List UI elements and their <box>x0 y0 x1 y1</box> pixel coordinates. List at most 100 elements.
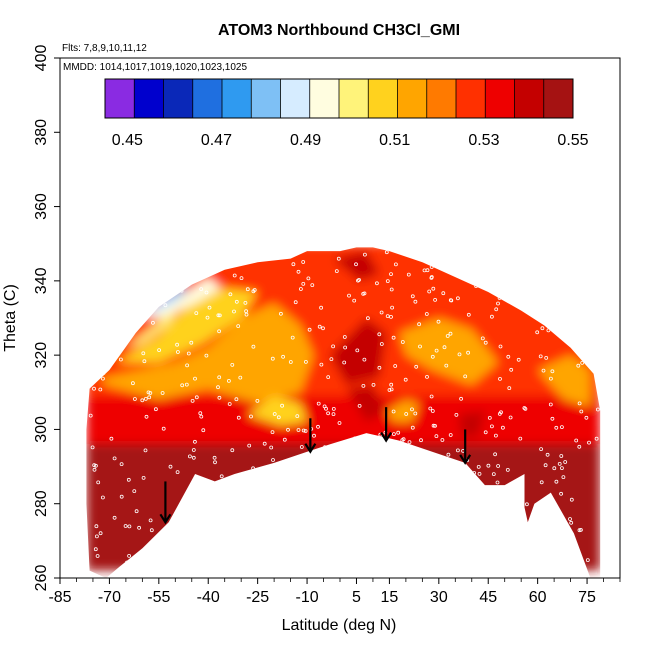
sample-point-marker <box>189 340 194 345</box>
arrow-group <box>159 407 472 525</box>
sample-point-marker <box>545 452 550 457</box>
sample-point-marker <box>239 276 244 281</box>
colorbar-swatch <box>309 79 340 118</box>
sample-point-marker <box>417 322 422 327</box>
colorbar-tick-label: 0.49 <box>290 132 321 149</box>
sample-point-marker <box>163 303 168 308</box>
sample-point-marker <box>282 437 287 442</box>
sample-point-marker <box>384 250 389 255</box>
sample-point-marker <box>393 364 398 368</box>
x-tick-label: -55 <box>147 589 170 606</box>
sample-point-marker <box>337 421 342 425</box>
sample-point-marker <box>217 329 222 334</box>
y-axis-label: Theta (C) <box>2 284 19 352</box>
x-tick-label: 75 <box>578 589 596 606</box>
sample-point-marker <box>362 291 367 296</box>
sample-point-marker <box>385 314 390 319</box>
colorbar-swatch <box>514 79 545 118</box>
sample-point-marker <box>387 388 392 392</box>
arrow-head <box>159 513 172 525</box>
sample-point-marker <box>278 311 283 316</box>
sample-point-marker <box>331 412 336 417</box>
sample-point-marker <box>193 376 197 381</box>
sample-point-marker <box>148 391 153 395</box>
sample-point-marker <box>487 415 492 420</box>
sample-point-marker <box>560 425 564 430</box>
sample-point-marker <box>180 383 185 388</box>
sample-point-marker <box>535 330 540 335</box>
sample-point-marker <box>494 307 499 312</box>
sample-point-marker <box>207 305 212 310</box>
sample-point-marker <box>506 354 511 359</box>
sample-point-marker <box>144 414 149 419</box>
sample-point-marker <box>101 495 105 500</box>
colorbar-swatch <box>163 79 194 118</box>
sample-point-marker <box>251 289 256 294</box>
sample-point-marker <box>301 281 306 286</box>
x-tick-label: -40 <box>197 589 220 606</box>
sample-point-marker <box>243 300 248 305</box>
sample-point-marker <box>448 433 453 437</box>
sample-point-marker <box>507 386 512 391</box>
sample-point-marker <box>496 301 500 306</box>
sample-point-marker <box>444 363 449 368</box>
y-tick-label: 260 <box>33 565 50 592</box>
sample-point-marker <box>213 460 217 465</box>
sample-point-marker <box>234 397 239 402</box>
sample-point-marker <box>334 269 339 274</box>
sample-point-marker <box>331 344 336 349</box>
sample-point-marker <box>404 412 409 416</box>
sample-point-marker <box>389 387 394 392</box>
sample-point-marker <box>410 407 414 412</box>
sample-point-marker <box>410 294 415 299</box>
sample-point-marker <box>216 385 220 390</box>
sample-point-marker <box>577 444 582 449</box>
sample-point-marker <box>342 335 347 339</box>
sample-point-marker <box>391 335 396 340</box>
sample-point-marker <box>271 458 275 462</box>
sample-point-marker <box>148 518 153 523</box>
colorbar-tick-label: 0.53 <box>468 132 499 149</box>
sample-point-marker <box>157 348 162 353</box>
colorbar-swatch <box>456 79 486 118</box>
sample-point-marker <box>95 534 99 539</box>
sample-point-marker <box>112 456 117 461</box>
colorbar-tick-label: 0.51 <box>379 132 410 149</box>
sample-point-marker <box>554 479 559 484</box>
y-tick-label: 320 <box>33 342 50 369</box>
y-axis: 260 280 300 320 340 360 380 400 <box>33 45 60 592</box>
sample-point-marker <box>391 432 396 437</box>
sample-point-marker <box>92 386 96 391</box>
sample-point-marker <box>232 309 236 314</box>
sample-point-marker <box>374 281 379 286</box>
sample-point-marker <box>508 415 513 420</box>
sample-point-marker <box>293 300 298 305</box>
sample-point-marker <box>290 335 295 340</box>
arrow-head <box>459 454 472 465</box>
sample-point-marker <box>185 363 190 368</box>
sample-point-marker <box>541 368 546 373</box>
sample-point-marker <box>466 350 471 355</box>
colorbar-frame <box>104 78 574 119</box>
sample-point-marker <box>234 299 239 304</box>
colorbar-swatch <box>368 79 398 118</box>
sample-point-marker <box>448 331 453 336</box>
sample-point-marker <box>362 252 367 257</box>
sample-point-marker <box>454 412 459 417</box>
value-region <box>116 288 258 363</box>
colorbar-swatch <box>426 79 457 118</box>
sample-point-marker <box>228 292 233 297</box>
sample-point-marker <box>119 494 124 499</box>
sample-point-marker <box>95 554 100 558</box>
sample-point-marker <box>559 454 564 458</box>
sample-point-marker <box>466 312 471 317</box>
colorbar-swatch <box>251 79 281 118</box>
sample-point-marker <box>391 409 396 414</box>
colorbar-swatch <box>543 79 574 118</box>
sample-point-marker <box>90 445 95 450</box>
sample-point-marker <box>343 345 348 350</box>
sample-point-marker <box>175 342 180 347</box>
sample-point-marker <box>141 475 146 480</box>
sample-point-marker <box>539 447 543 452</box>
y-tick-label: 340 <box>33 267 50 294</box>
